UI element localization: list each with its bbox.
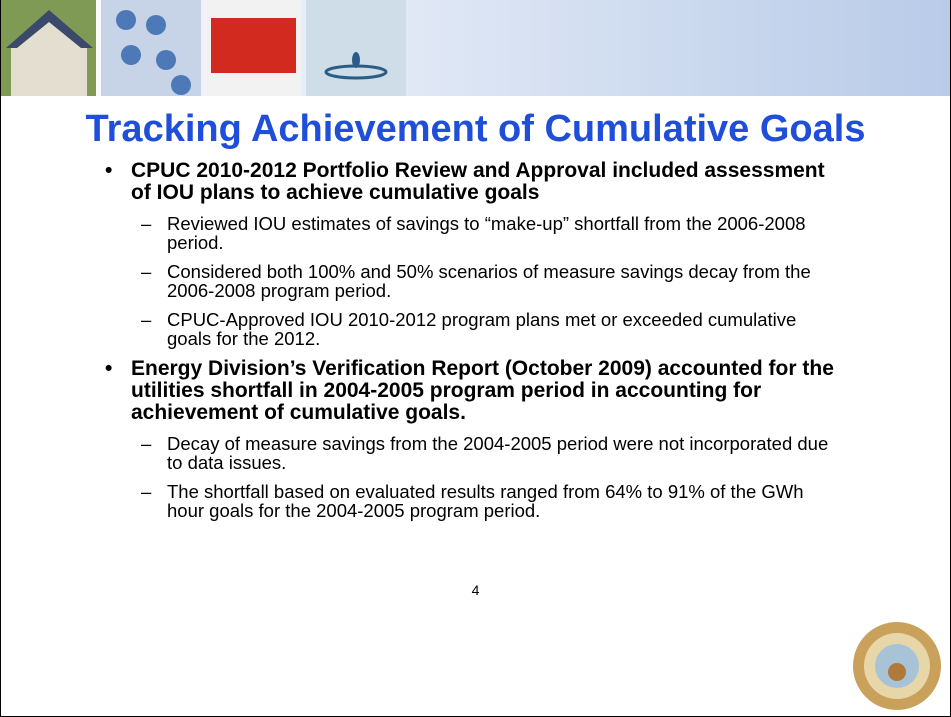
slide-title: Tracking Achievement of Cumulative Goals	[1, 108, 950, 151]
banner-images	[1, 0, 461, 96]
seal-logo	[851, 620, 943, 712]
sub-bullet: Considered both 100% and 50% scenarios o…	[105, 262, 845, 300]
banner	[1, 0, 950, 96]
sub-bullet: CPUC-Approved IOU 2010-2012 program plan…	[105, 310, 845, 348]
bullet: Energy Division’s Verification Report (O…	[105, 358, 845, 424]
sub-bullet: The shortfall based on evaluated results…	[105, 482, 845, 520]
page-number: 4	[1, 582, 950, 598]
sub-bullet: Reviewed IOU estimates of savings to “ma…	[105, 214, 845, 252]
sub-bullet: Decay of measure savings from the 2004-2…	[105, 434, 845, 472]
bullet-list: CPUC 2010-2012 Portfolio Review and Appr…	[105, 160, 845, 530]
slide: Tracking Achievement of Cumulative Goals…	[0, 0, 951, 717]
bullet: CPUC 2010-2012 Portfolio Review and Appr…	[105, 160, 845, 204]
